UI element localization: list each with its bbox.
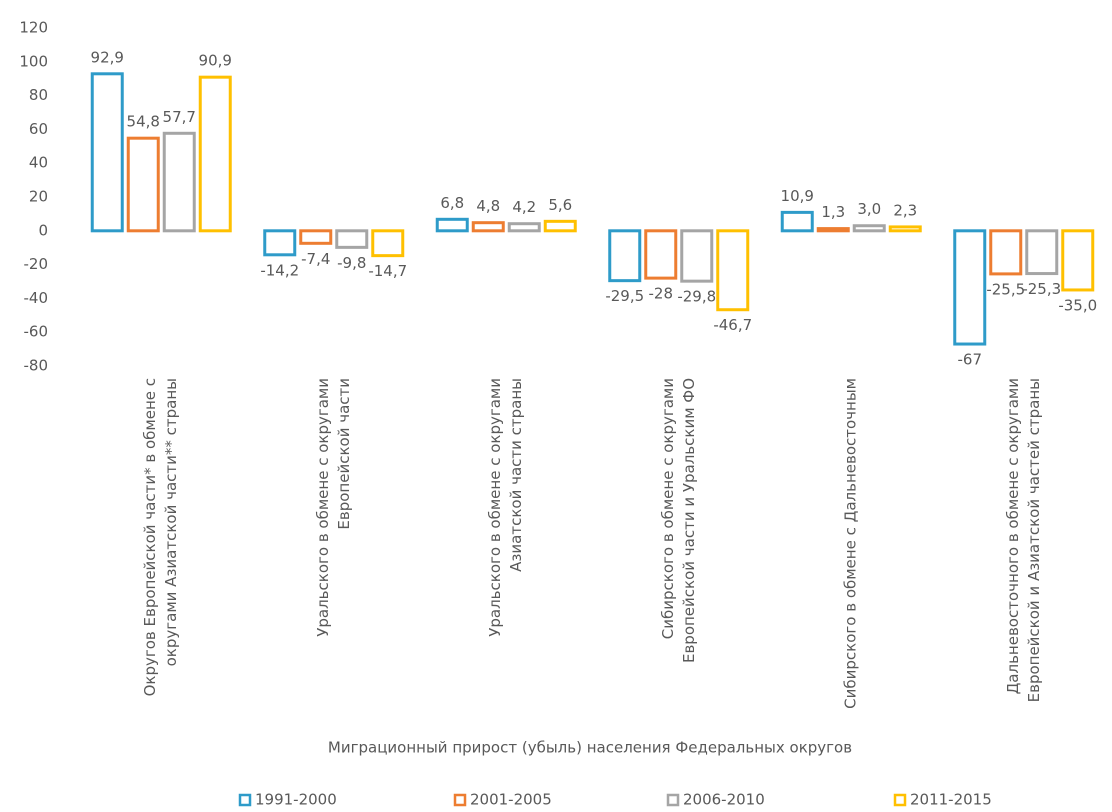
value-label: 4,8: [476, 197, 500, 215]
legend-label: 1991-2000: [255, 791, 337, 809]
value-label: 54,8: [127, 113, 160, 131]
value-label: 3,0: [857, 200, 881, 218]
y-tick-label: -80: [24, 357, 49, 375]
bar: [198, 75, 232, 233]
bar: [888, 225, 922, 233]
value-label: 6,8: [440, 194, 464, 212]
legend-swatch: [666, 793, 680, 807]
bar: [543, 219, 577, 233]
bar: [816, 227, 850, 233]
legend-label: 2001-2005: [470, 791, 552, 809]
value-label: 92,9: [91, 48, 124, 66]
value-label: 10,9: [781, 187, 814, 205]
value-label: -9,8: [337, 254, 366, 272]
y-tick-label: 80: [29, 86, 48, 104]
bar: [680, 229, 714, 283]
bar: [507, 222, 541, 233]
bar: [335, 229, 369, 249]
value-label: 5,6: [548, 196, 572, 214]
value-label: 1,3: [821, 203, 845, 221]
y-tick-label: 0: [38, 221, 48, 239]
bar: [126, 136, 160, 233]
bar: [852, 224, 886, 233]
bar: [162, 131, 196, 233]
bar: [1061, 229, 1095, 292]
y-tick-label: 40: [29, 154, 48, 172]
y-tick-label: -60: [24, 323, 49, 341]
value-label: 4,2: [512, 198, 536, 216]
x-tick-label: Сибирского в обмене с Дальневосточным: [841, 378, 860, 709]
value-label: -14,2: [260, 261, 299, 279]
value-label: -25,5: [986, 280, 1025, 298]
legend-swatch: [238, 793, 252, 807]
y-tick-label: -20: [24, 255, 49, 273]
y-tick-label: 120: [19, 19, 48, 37]
bar: [90, 72, 124, 233]
value-label: 57,7: [163, 108, 196, 126]
x-tick-label: Сибирского в обмене с округами Европейск…: [658, 378, 698, 664]
value-label: -7,4: [301, 250, 330, 268]
y-tick-label: 100: [19, 52, 48, 70]
x-tick-label: Округов Европейской части* в обмене с ок…: [141, 378, 181, 697]
legend-swatch: [893, 793, 907, 807]
value-label: -29,8: [677, 288, 716, 306]
bar: [989, 229, 1023, 276]
x-tick-label: Дальневосточного в обмене с округами Евр…: [1003, 378, 1043, 703]
y-tick-label: -40: [24, 289, 49, 307]
bar: [371, 229, 405, 258]
value-label: -67: [958, 351, 983, 369]
bar: [471, 221, 505, 233]
bar: [780, 210, 814, 233]
value-label: -28: [649, 285, 674, 303]
legend-label: 2006-2010: [683, 791, 765, 809]
bar: [644, 229, 678, 280]
value-label: -46,7: [713, 316, 752, 334]
value-label: 2,3: [893, 201, 917, 219]
bar: [299, 229, 333, 245]
bar: [435, 217, 469, 233]
value-label: 90,9: [199, 52, 232, 70]
bar: [953, 229, 987, 346]
y-tick-label: 60: [29, 120, 48, 138]
legend-label: 2011-2015: [910, 791, 992, 809]
bar: [716, 229, 750, 312]
value-label: -29,5: [605, 287, 644, 305]
y-tick-label: 20: [29, 188, 48, 206]
value-label: -35,0: [1058, 296, 1097, 314]
bar: [608, 229, 642, 283]
x-tick-label: Уральского в обмене с округами Европейск…: [313, 378, 353, 637]
x-tick-label: Уральского в обмене с округами Азиатской…: [486, 378, 526, 637]
bar: [1025, 229, 1059, 276]
value-label: -25,3: [1022, 280, 1061, 298]
bar: [263, 229, 297, 257]
value-label: -14,7: [368, 262, 407, 280]
x-axis-title: Миграционный прирост (убыль) населения Ф…: [328, 739, 852, 757]
legend-swatch: [453, 793, 467, 807]
